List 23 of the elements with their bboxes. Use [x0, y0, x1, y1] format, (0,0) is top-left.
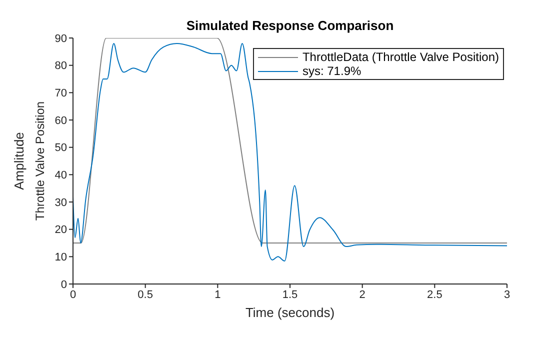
x-tick-label: 1.5	[282, 288, 298, 301]
y-tick-label: 20	[54, 224, 67, 236]
x-tick-label: 0.5	[138, 288, 153, 301]
y-tick-label: 10	[54, 252, 67, 264]
legend-label: ThrottleData (Throttle Valve Position)	[302, 50, 499, 64]
y-tick-label: 40	[54, 170, 67, 182]
y-tick-label: 80	[54, 60, 67, 72]
chart-title: Simulated Response Comparison	[185, 18, 395, 33]
text: Throttle Valve Position	[33, 101, 47, 221]
x-tick-label: 1	[214, 288, 221, 301]
x-tick-label: 0	[70, 288, 76, 301]
y-tick-label: 70	[54, 88, 67, 100]
legend-label: sys: 71.9%	[302, 64, 362, 78]
y-tick-label: 0	[60, 278, 67, 291]
x-tick-label: 2.5	[427, 288, 442, 301]
x-tick-label: 2	[359, 288, 366, 301]
y-tick-label: 30	[54, 196, 67, 209]
y-tick-label: 90	[54, 32, 67, 45]
x-tick-label: 3	[504, 288, 510, 301]
y-axis-title: Amplitude	[12, 132, 26, 190]
x-axis-title: Time (seconds)	[245, 305, 335, 320]
y-tick-label: 50	[54, 142, 67, 154]
y-tick-label: 60	[54, 114, 67, 127]
